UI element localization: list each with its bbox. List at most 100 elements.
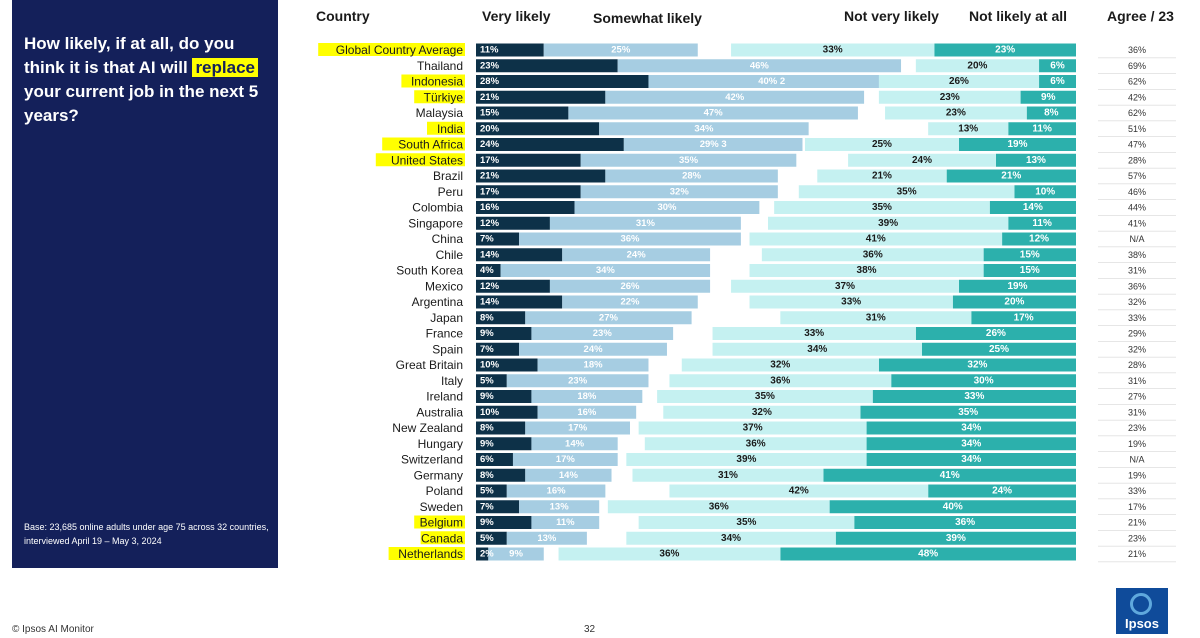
bar-somewhat-likely xyxy=(525,421,630,435)
label-not-likely-at-all: 35% xyxy=(958,407,978,418)
label-not-likely-at-all: 21% xyxy=(1001,171,1021,182)
label-somewhat-likely: 32% xyxy=(670,186,690,197)
chart-row: 32% Argentina 14% 22% 20% 33% xyxy=(412,295,1176,311)
bar-not-likely-at-all xyxy=(860,405,1076,419)
country-label: Switzerland xyxy=(401,453,463,467)
label-somewhat-likely: 40% 2 xyxy=(758,76,785,87)
bar-not-very-likely xyxy=(626,531,836,545)
bar-not-very-likely xyxy=(663,405,861,419)
label-very-likely: 17% xyxy=(480,186,500,197)
bar-very-likely xyxy=(476,405,538,419)
bar-somewhat-likely xyxy=(506,484,606,498)
bar-very-likely xyxy=(476,311,526,325)
label-very-likely: 5% xyxy=(480,533,494,544)
bar-very-likely xyxy=(476,169,606,183)
label-not-likely-at-all: 26% xyxy=(986,328,1006,339)
label-not-likely-at-all: 34% xyxy=(961,438,981,449)
agree-value: 62% xyxy=(1128,108,1146,118)
bar-not-likely-at-all xyxy=(983,264,1076,277)
bar-not-likely-at-all xyxy=(995,153,1076,167)
bar-not-likely-at-all xyxy=(878,358,1076,372)
label-somewhat-likely: 47% xyxy=(704,108,724,119)
agree-value: 28% xyxy=(1128,155,1146,165)
bar-not-very-likely xyxy=(915,59,1040,73)
label-somewhat-likely: 17% xyxy=(568,423,588,434)
header-very-likely: Very likely xyxy=(482,8,551,24)
label-not-very-likely: 31% xyxy=(718,470,738,481)
label-not-likely-at-all: 25% xyxy=(989,344,1009,355)
label-not-likely-at-all: 6% xyxy=(1050,60,1065,71)
label-very-likely: 12% xyxy=(480,281,500,292)
chart-row: 47% South Africa 24% 29% 3 19% 25% xyxy=(382,137,1176,153)
header-agree: Agree / 23 xyxy=(1107,8,1174,24)
agree-value: 44% xyxy=(1128,203,1146,213)
bar-not-likely-at-all xyxy=(823,468,1076,482)
chart-row: 29% France 9% 23% 26% 33% xyxy=(426,327,1176,342)
label-not-very-likely: 36% xyxy=(863,249,883,260)
bar-not-likely-at-all xyxy=(829,500,1076,514)
country-label: Japan xyxy=(430,311,463,325)
bar-somewhat-likely xyxy=(512,453,618,466)
agree-value: 46% xyxy=(1128,187,1146,197)
label-not-likely-at-all: 14% xyxy=(1023,202,1043,213)
label-somewhat-likely: 42% xyxy=(725,92,745,103)
agree-value: 47% xyxy=(1128,140,1146,150)
bar-somewhat-likely xyxy=(519,232,741,246)
footer-source: © Ipsos AI Monitor xyxy=(12,624,94,635)
label-very-likely: 21% xyxy=(480,171,500,182)
label-not-very-likely: 23% xyxy=(946,108,966,119)
label-somewhat-likely: 9% xyxy=(509,549,523,560)
bar-somewhat-likely xyxy=(525,468,612,482)
chart-row: 28% Great Britain 10% 18% 32% 32% xyxy=(396,358,1176,374)
agree-value: 31% xyxy=(1128,407,1146,417)
bar-somewhat-likely xyxy=(537,358,649,372)
base-note: Base: 23,685 online adults under age 75 … xyxy=(24,522,269,546)
label-not-very-likely: 20% xyxy=(967,60,987,71)
bar-not-very-likely xyxy=(669,484,929,498)
label-not-very-likely: 32% xyxy=(752,407,772,418)
agree-value: 32% xyxy=(1128,344,1146,354)
bar-not-very-likely xyxy=(761,248,984,262)
question-text: How likely, if at all, do you think it i… xyxy=(24,32,269,128)
label-not-very-likely: 34% xyxy=(807,344,827,355)
label-somewhat-likely: 28% xyxy=(682,171,702,182)
bar-not-very-likely xyxy=(878,75,1040,88)
bar-not-likely-at-all xyxy=(1026,106,1076,120)
bar-not-likely-at-all xyxy=(1008,122,1076,136)
bar-not-very-likely xyxy=(804,138,959,151)
question-panel: How likely, if at all, do you think it i… xyxy=(12,0,278,568)
country-label: Canada xyxy=(421,531,463,545)
bar-not-likely-at-all xyxy=(989,201,1076,214)
label-not-very-likely: 36% xyxy=(659,549,679,560)
label-not-likely-at-all: 15% xyxy=(1020,265,1040,276)
bar-very-likely xyxy=(476,516,532,529)
label-somewhat-likely: 35% xyxy=(679,155,699,166)
bar-very-likely xyxy=(476,421,526,435)
label-not-likely-at-all: 10% xyxy=(1035,186,1055,197)
label-very-likely: 10% xyxy=(480,360,500,371)
label-somewhat-likely: 26% xyxy=(620,281,640,292)
agree-value: 38% xyxy=(1128,250,1146,260)
bar-not-likely-at-all xyxy=(983,248,1076,262)
chart-row: 42% Türkiye 21% 42% 9% 23% xyxy=(414,90,1176,106)
label-somewhat-likely: 36% xyxy=(620,234,640,245)
label-not-likely-at-all: 48% xyxy=(918,549,938,560)
label-not-very-likely: 35% xyxy=(755,391,775,402)
bar-not-very-likely xyxy=(780,311,972,325)
country-label: Australia xyxy=(416,405,463,419)
bar-very-likely xyxy=(476,547,489,561)
agree-value: 19% xyxy=(1128,439,1146,449)
country-label: Hungary xyxy=(418,437,463,451)
bar-not-very-likely xyxy=(558,547,781,561)
bar-not-likely-at-all xyxy=(1039,59,1076,73)
country-label: Ireland xyxy=(426,390,463,404)
bar-somewhat-likely xyxy=(537,405,637,419)
bar-not-likely-at-all xyxy=(922,342,1076,356)
bar-somewhat-likely xyxy=(605,90,865,104)
label-not-very-likely: 36% xyxy=(770,375,790,386)
label-very-likely: 9% xyxy=(480,391,494,402)
agree-value: 62% xyxy=(1128,77,1146,87)
ipsos-logo: Ipsos xyxy=(1116,588,1168,634)
label-not-very-likely: 35% xyxy=(736,517,756,528)
agree-value: 29% xyxy=(1128,329,1146,339)
